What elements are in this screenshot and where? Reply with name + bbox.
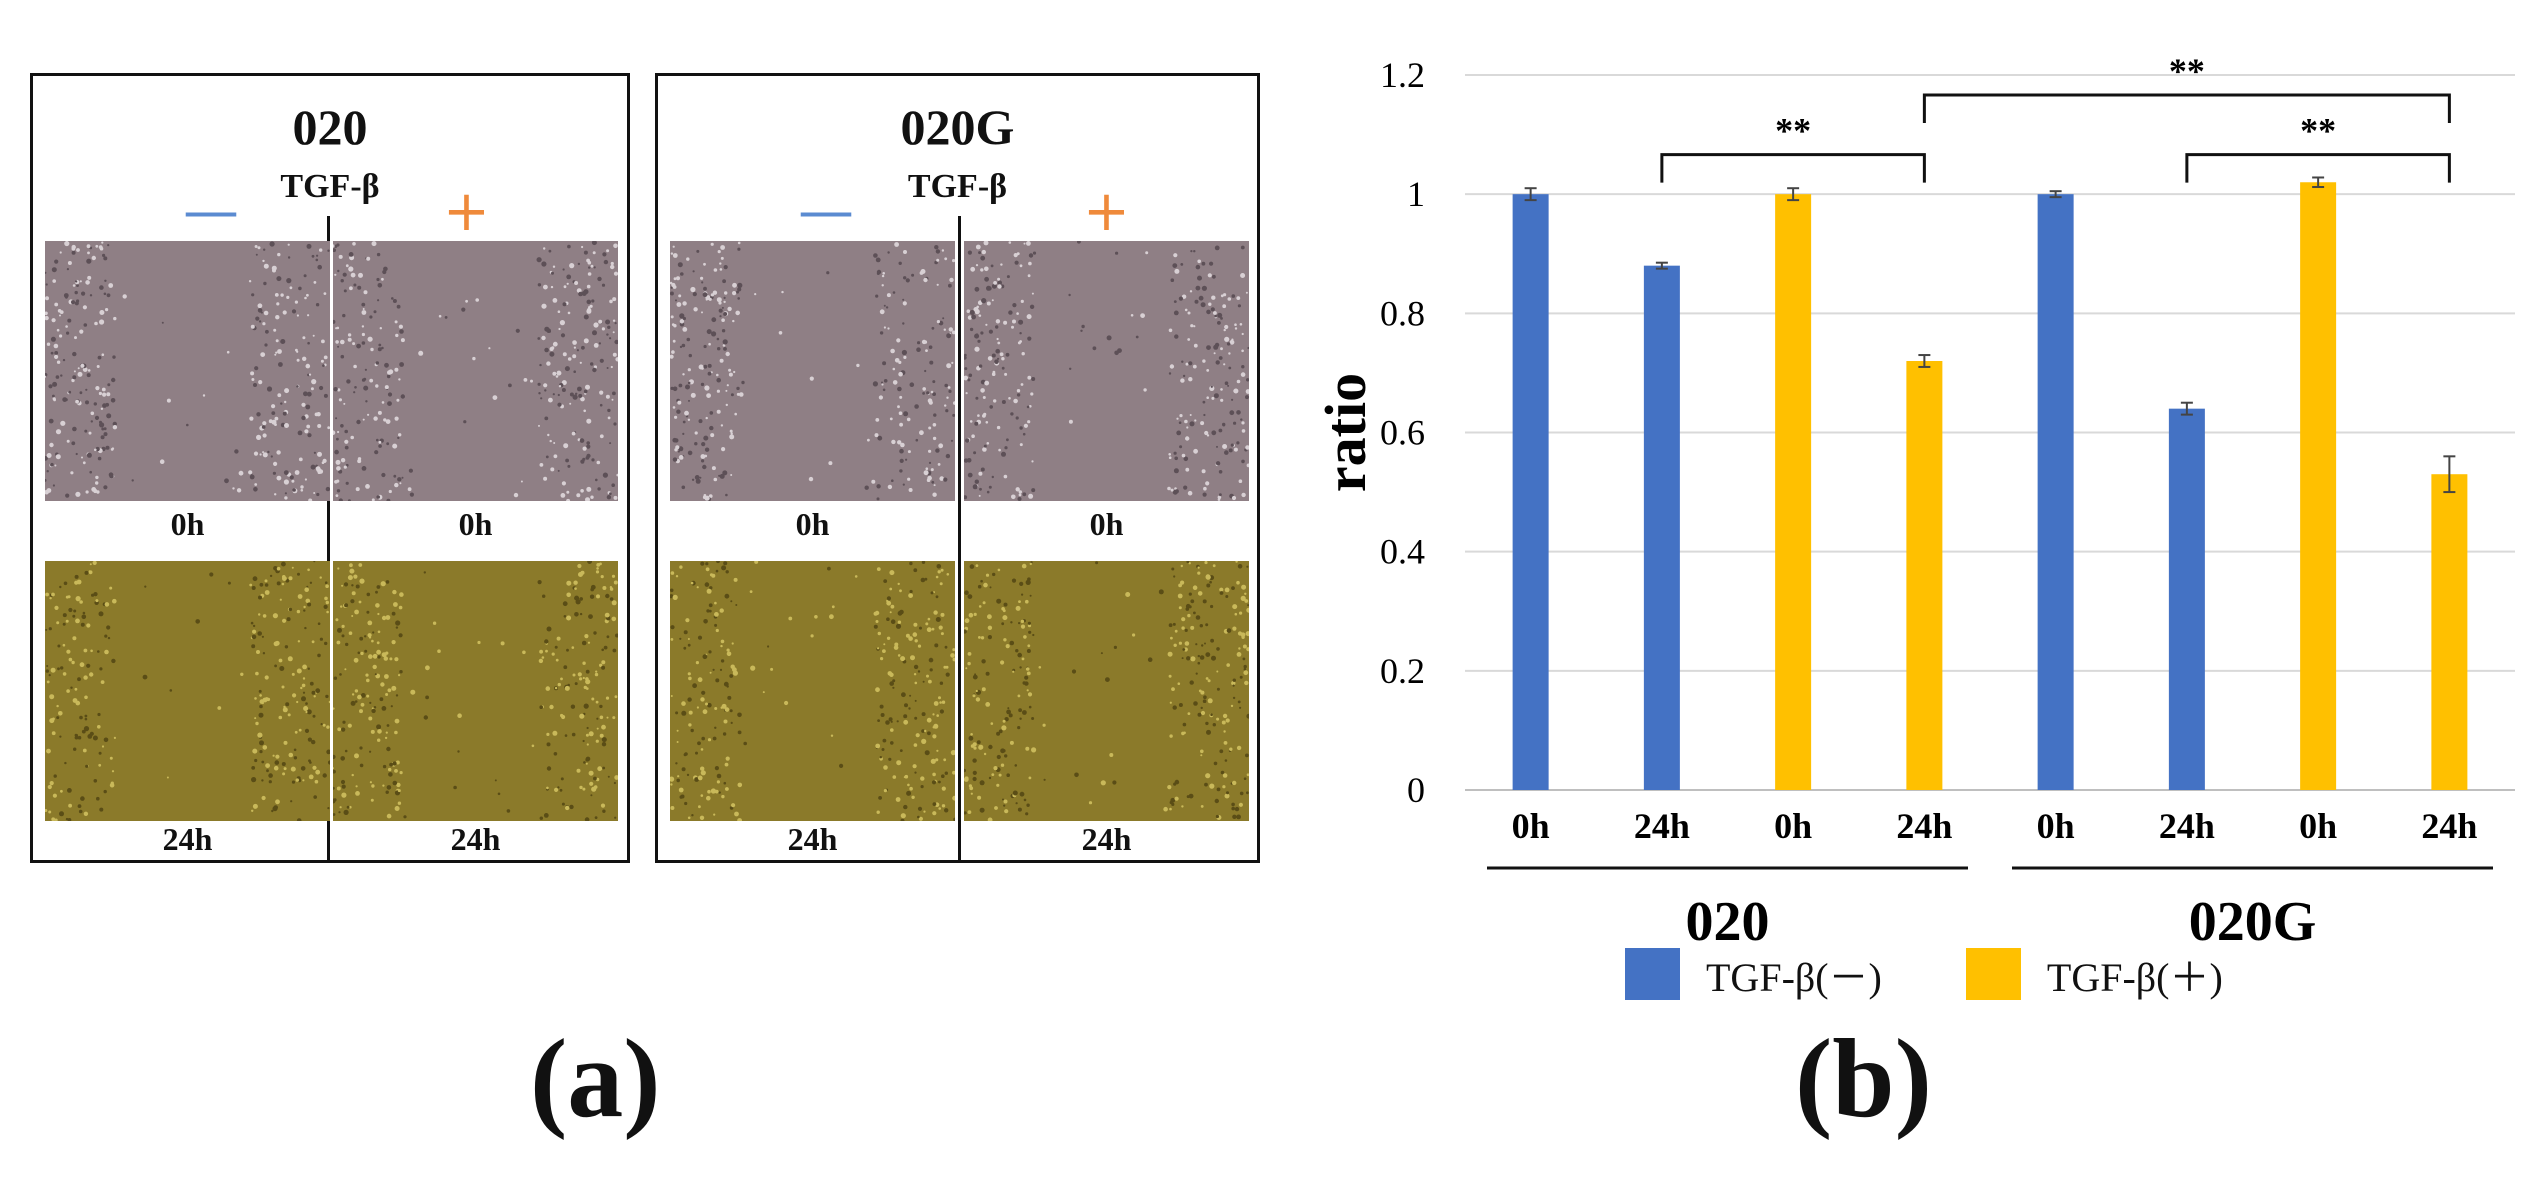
group-label: 020G [2189, 891, 2317, 953]
y-tick-label: 0.2 [1380, 651, 1425, 691]
micrograph-020g-plus-24h [964, 561, 1249, 821]
micrograph-020g-minus-24h [670, 561, 955, 821]
bar [1775, 194, 1812, 790]
significance-label: ** [2300, 111, 2336, 151]
time-label-020g-plus-0h: 0h [1089, 506, 1124, 542]
time-label-020-minus-24h: 24h [162, 821, 213, 857]
significance-bracket [1660, 153, 1926, 183]
time-label-020-plus-24h: 24h [450, 821, 501, 857]
x-tick-label: 24h [1634, 806, 1690, 846]
group-box-020: 020 TGF-β — + 0h 0h 24h 24h [30, 73, 630, 863]
micrograph-020-minus-24h [45, 561, 330, 821]
y-tick-label: 1 [1407, 174, 1425, 214]
x-tick-label: 24h [2159, 806, 2215, 846]
legend-item-plus: TGF-β(＋) [1965, 945, 2223, 1003]
bar [1906, 361, 1943, 790]
y-tick-label: 0.4 [1380, 532, 1425, 572]
plus-sign-020g: + [1083, 179, 1130, 244]
panel-label-b: (b) [1795, 1017, 1932, 1141]
significance-bracket [1922, 93, 2451, 123]
y-tick-label: 0.8 [1380, 293, 1425, 333]
bar [1643, 265, 1680, 790]
x-tick-label: 24h [2421, 806, 2477, 846]
group-title-020: 020 [292, 99, 368, 155]
micrograph-020g-plus-0h [964, 241, 1249, 501]
group-label: 020 [1686, 891, 1770, 953]
bar [2168, 408, 2205, 790]
x-tick-label: 0h [1774, 806, 1812, 846]
micrograph-020-plus-0h [333, 241, 618, 501]
y-axis-label: ratio [1313, 373, 1378, 492]
time-label-020-plus-0h: 0h [458, 506, 493, 542]
treatment-label-020: TGF-β [280, 168, 380, 205]
x-tick-label: 0h [2037, 806, 2075, 846]
y-tick-label: 1.2 [1380, 55, 1425, 95]
legend-label-minus: TGF-β(－) [1706, 955, 1882, 1000]
micrograph-020-plus-24h [333, 561, 618, 821]
group-divider-020g [958, 216, 961, 860]
x-tick-label: 0h [2299, 806, 2337, 846]
legend-swatch-minus [1625, 948, 1680, 1000]
bar [1512, 194, 1549, 790]
panel-label-a: (a) [530, 1017, 661, 1141]
y-tick-label: 0.6 [1380, 413, 1425, 453]
x-tick-label: 24h [1896, 806, 1952, 846]
minus-sign-020: — [183, 179, 239, 244]
minus-sign-020g: — [798, 179, 854, 244]
chart-legend: TGF-β(－) TGF-β(＋) [1625, 945, 2283, 1003]
treatment-label-020g: TGF-β [907, 168, 1008, 205]
significance-label: ** [2169, 51, 2205, 91]
legend-label-plus: TGF-β(＋) [2046, 955, 2223, 1000]
y-tick-label: 0 [1407, 770, 1425, 810]
significance-label: ** [1775, 111, 1811, 151]
legend-swatch-plus [1965, 948, 2021, 1000]
micrograph-020g-minus-0h [670, 241, 955, 501]
time-label-020g-minus-0h: 0h [795, 506, 830, 542]
group-divider-020 [327, 216, 330, 860]
time-label-020-minus-0h: 0h [170, 506, 205, 542]
time-label-020g-plus-24h: 24h [1081, 821, 1132, 857]
time-label-020g-minus-24h: 24h [787, 821, 838, 857]
bar [2431, 474, 2468, 790]
x-tick-label: 0h [1512, 806, 1550, 846]
significance-bracket [2185, 153, 2451, 183]
bar [2300, 182, 2337, 790]
group-title-020g: 020G [900, 99, 1015, 155]
bar-chart: 0 0.2 0.4 0.6 0.8 1 1.2 ratio 0h 24h 0h 24h 0h 24h 0h 2… [1313, 51, 2515, 953]
legend-item-minus: TGF-β(－) [1625, 945, 1882, 1003]
micrograph-020-minus-0h [45, 241, 330, 501]
group-box-020g: 020G TGF-β — + 0h 0h 24h 24h [655, 73, 1260, 863]
bar [2037, 194, 2074, 790]
plus-sign-020: + [443, 179, 490, 244]
